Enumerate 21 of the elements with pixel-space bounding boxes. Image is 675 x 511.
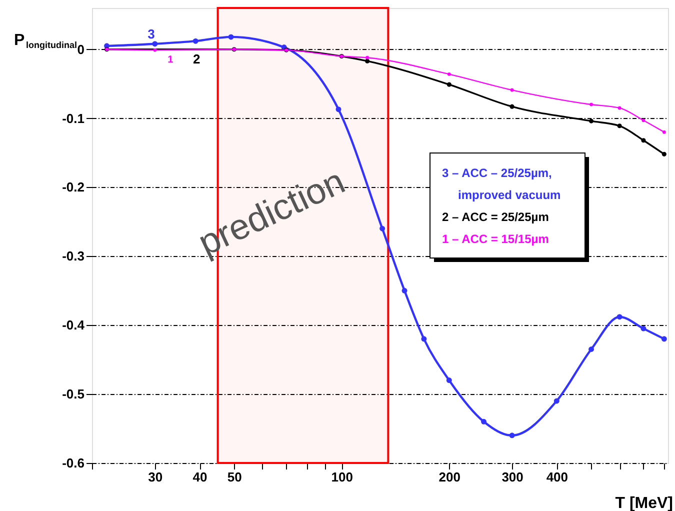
y-tick-label: -0.4 bbox=[62, 318, 86, 333]
x-tick-label: 40 bbox=[192, 470, 208, 484]
x-axis-title: T [MeV] bbox=[615, 495, 673, 511]
annotation: 2 bbox=[192, 52, 200, 67]
y-tick-label: -0.1 bbox=[62, 110, 84, 126]
x-tick-label: 200 bbox=[438, 470, 460, 484]
text: 1 – ACC = 15/15µm bbox=[442, 232, 549, 246]
text: 3 – ACC – 25/25µm, improved vacuum bbox=[442, 166, 561, 202]
x-tick-label: 50 bbox=[227, 470, 242, 484]
y-tick-label: -0.3 bbox=[62, 248, 84, 264]
y-tick-label: -0.5 bbox=[62, 386, 84, 402]
text: 2 – ACC = 25/25µm bbox=[442, 210, 549, 224]
x-tick-label: 100 bbox=[331, 470, 353, 484]
y-tick-label: -0.6 bbox=[62, 456, 84, 470]
y-tick-label: 0 bbox=[77, 42, 84, 57]
x-tick-label: 300 bbox=[502, 470, 524, 484]
x-tick-label: 400 bbox=[546, 470, 568, 484]
y-tick-label: -0.2 bbox=[62, 180, 84, 195]
annotation: 3 bbox=[148, 26, 155, 42]
annotation: 1 bbox=[168, 54, 174, 66]
x-tick-label: 30 bbox=[148, 470, 163, 484]
